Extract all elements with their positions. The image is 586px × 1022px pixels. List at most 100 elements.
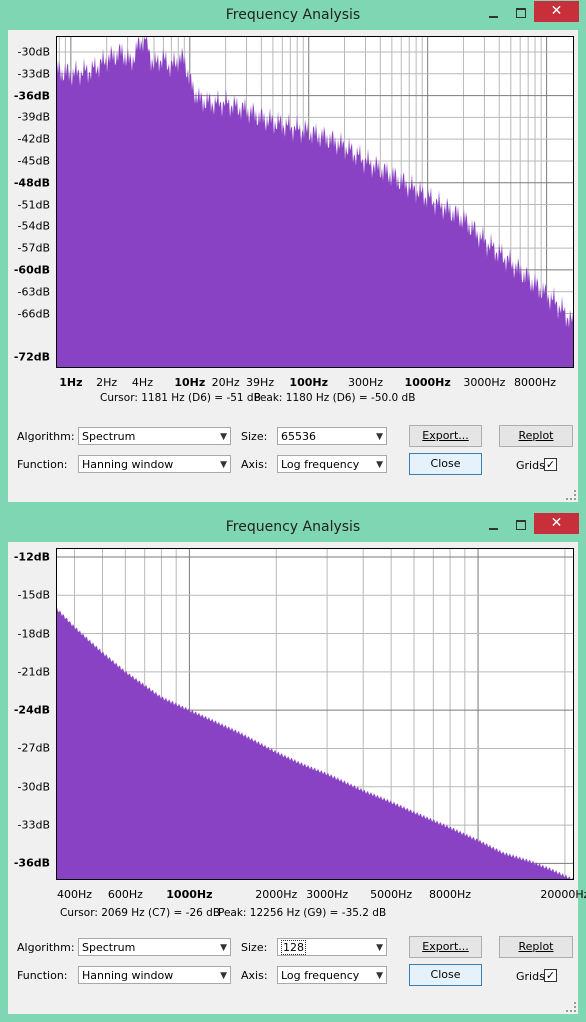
- close-icon[interactable]: ✕: [534, 513, 579, 534]
- replot-button[interactable]: Replot: [499, 936, 573, 958]
- x-tick-label: 20Hz: [211, 376, 240, 389]
- grids-checkbox[interactable]: ✓: [544, 458, 557, 471]
- x-tick-label: 1000Hz: [404, 376, 451, 389]
- y-tick-label: -24dB: [13, 703, 50, 717]
- close-button[interactable]: Close: [409, 453, 482, 475]
- chevron-down-icon: ▼: [220, 943, 227, 953]
- plot-canvas: [56, 36, 574, 368]
- resize-grip[interactable]: [566, 1002, 576, 1012]
- close-icon[interactable]: ✕: [534, 1, 579, 22]
- x-tick-label: 39Hz: [246, 376, 275, 389]
- y-tick-label: -18dB: [17, 627, 51, 641]
- y-tick-label: -54dB: [17, 219, 51, 233]
- plot-border: [56, 548, 574, 880]
- x-tick-label: 2Hz: [96, 376, 118, 389]
- chevron-down-icon: ▼: [376, 971, 383, 981]
- size-value: 65536: [281, 430, 316, 443]
- plot-canvas: [56, 548, 574, 880]
- chevron-down-icon: ▼: [220, 432, 227, 442]
- y-tick-label: -48dB: [13, 176, 50, 190]
- size-value: 128: [281, 940, 306, 955]
- y-tick-label: -36dB: [13, 856, 50, 870]
- y-tick-label: -15dB: [17, 588, 51, 602]
- y-tick-label: -45dB: [17, 154, 51, 168]
- spectrum-area: [56, 36, 574, 368]
- size-select[interactable]: 65536 ▼: [277, 427, 387, 445]
- chevron-down-icon: ▼: [220, 460, 227, 470]
- maximize-icon[interactable]: [511, 518, 531, 532]
- grids-checkbox[interactable]: ✓: [544, 969, 557, 982]
- function-select[interactable]: Hanning window ▼: [78, 966, 231, 984]
- spectrum-plot[interactable]: -30dB -33dB -36dB -39dB -42dB -45dB -48dB -51dB…: [14, 36, 574, 389]
- minimize-icon[interactable]: [484, 6, 504, 20]
- y-tick-label: -33dB: [17, 67, 51, 81]
- y-tick-label: -39dB: [17, 110, 51, 124]
- y-tick-label: -51dB: [17, 198, 51, 212]
- function-label: Function:: [17, 458, 68, 471]
- axis-select[interactable]: Log frequency ▼: [277, 455, 387, 473]
- export-button[interactable]: Export...: [409, 936, 482, 958]
- window-title: Frequency Analysis: [225, 519, 361, 535]
- plot-border: [56, 36, 574, 368]
- algorithm-value: Spectrum: [82, 430, 136, 443]
- axis-value: Log frequency: [281, 969, 360, 982]
- x-tick-label: 8000Hz: [514, 376, 557, 389]
- x-tick-label: 10Hz: [174, 376, 206, 389]
- minimize-icon[interactable]: [484, 518, 504, 532]
- function-value: Hanning window: [82, 969, 174, 982]
- y-tick-label: -30dB: [17, 780, 51, 794]
- cursor-readout: Cursor: 1181 Hz (D6) = -51 dB: [100, 392, 261, 404]
- replot-button[interactable]: Replot: [499, 425, 573, 447]
- replot-label: Replot: [518, 429, 554, 442]
- title-bar[interactable]: Frequency Analysis ✕: [0, 512, 586, 542]
- x-tick-label: 300Hz: [347, 376, 383, 389]
- replot-label: Replot: [518, 940, 554, 953]
- function-select[interactable]: Hanning window ▼: [78, 455, 231, 473]
- dialog-client: -12dB -15dB -18dB -21dB -24dB -27dB -30dB -33dB…: [8, 542, 586, 1014]
- size-select[interactable]: 128 ▼: [277, 938, 387, 956]
- grids-label: Grids: [516, 970, 545, 983]
- y-tick-label: -12dB: [13, 550, 50, 564]
- y-tick-label: -30dB: [17, 45, 51, 59]
- x-tick-label: 600Hz: [107, 888, 143, 901]
- x-tick-label: 4Hz: [131, 376, 153, 389]
- peak-readout: Peak: 1180 Hz (D6) = -50.0 dB: [254, 392, 416, 404]
- chevron-down-icon: ▼: [376, 943, 383, 953]
- y-tick-label: -57dB: [17, 241, 51, 255]
- y-tick-label: -63dB: [17, 285, 51, 299]
- y-tick-label: -60dB: [13, 263, 50, 277]
- size-label: Size:: [241, 430, 268, 443]
- export-button[interactable]: Export...: [409, 425, 482, 447]
- peak-readout: Peak: 12256 Hz (G9) = -35.2 dB: [218, 907, 387, 919]
- algorithm-value: Spectrum: [82, 941, 136, 954]
- resize-grip[interactable]: [566, 490, 576, 500]
- x-tick-label: 1000Hz: [166, 888, 213, 901]
- cursor-readout: Cursor: 2069 Hz (C7) = -26 dB: [60, 907, 221, 919]
- algorithm-select[interactable]: Spectrum ▼: [78, 938, 231, 956]
- y-tick-label: -21dB: [17, 665, 51, 679]
- axis-select[interactable]: Log frequency ▼: [277, 966, 387, 984]
- x-tick-label: 400Hz: [57, 888, 93, 901]
- algorithm-label: Algorithm:: [17, 941, 75, 954]
- chevron-down-icon: ▼: [376, 460, 383, 470]
- algorithm-select[interactable]: Spectrum ▼: [78, 427, 231, 445]
- x-tick-label: 100Hz: [289, 376, 329, 389]
- maximize-icon[interactable]: [511, 6, 531, 20]
- title-bar[interactable]: Frequency Analysis ✕: [0, 0, 586, 30]
- chevron-down-icon: ▼: [376, 432, 383, 442]
- x-tick-label: 1Hz: [59, 376, 83, 389]
- y-tick-label: -42dB: [17, 132, 51, 146]
- y-tick-label: -72dB: [13, 350, 50, 364]
- y-tick-label: -27dB: [17, 741, 51, 755]
- function-value: Hanning window: [82, 458, 174, 471]
- x-tick-label: 2000Hz: [255, 888, 298, 901]
- axis-label: Axis:: [241, 458, 268, 471]
- dialog-client: -30dB -33dB -36dB -39dB -42dB -45dB -48dB -51dB…: [8, 30, 578, 502]
- window-title: Frequency Analysis: [225, 7, 361, 23]
- close-button[interactable]: Close: [409, 964, 482, 986]
- spectrum-plot[interactable]: -12dB -15dB -18dB -21dB -24dB -27dB -30dB -33dB…: [14, 548, 586, 901]
- function-label: Function:: [17, 969, 68, 982]
- y-tick-label: -66dB: [17, 307, 51, 320]
- algorithm-label: Algorithm:: [17, 430, 75, 443]
- y-tick-label: -36dB: [13, 89, 50, 103]
